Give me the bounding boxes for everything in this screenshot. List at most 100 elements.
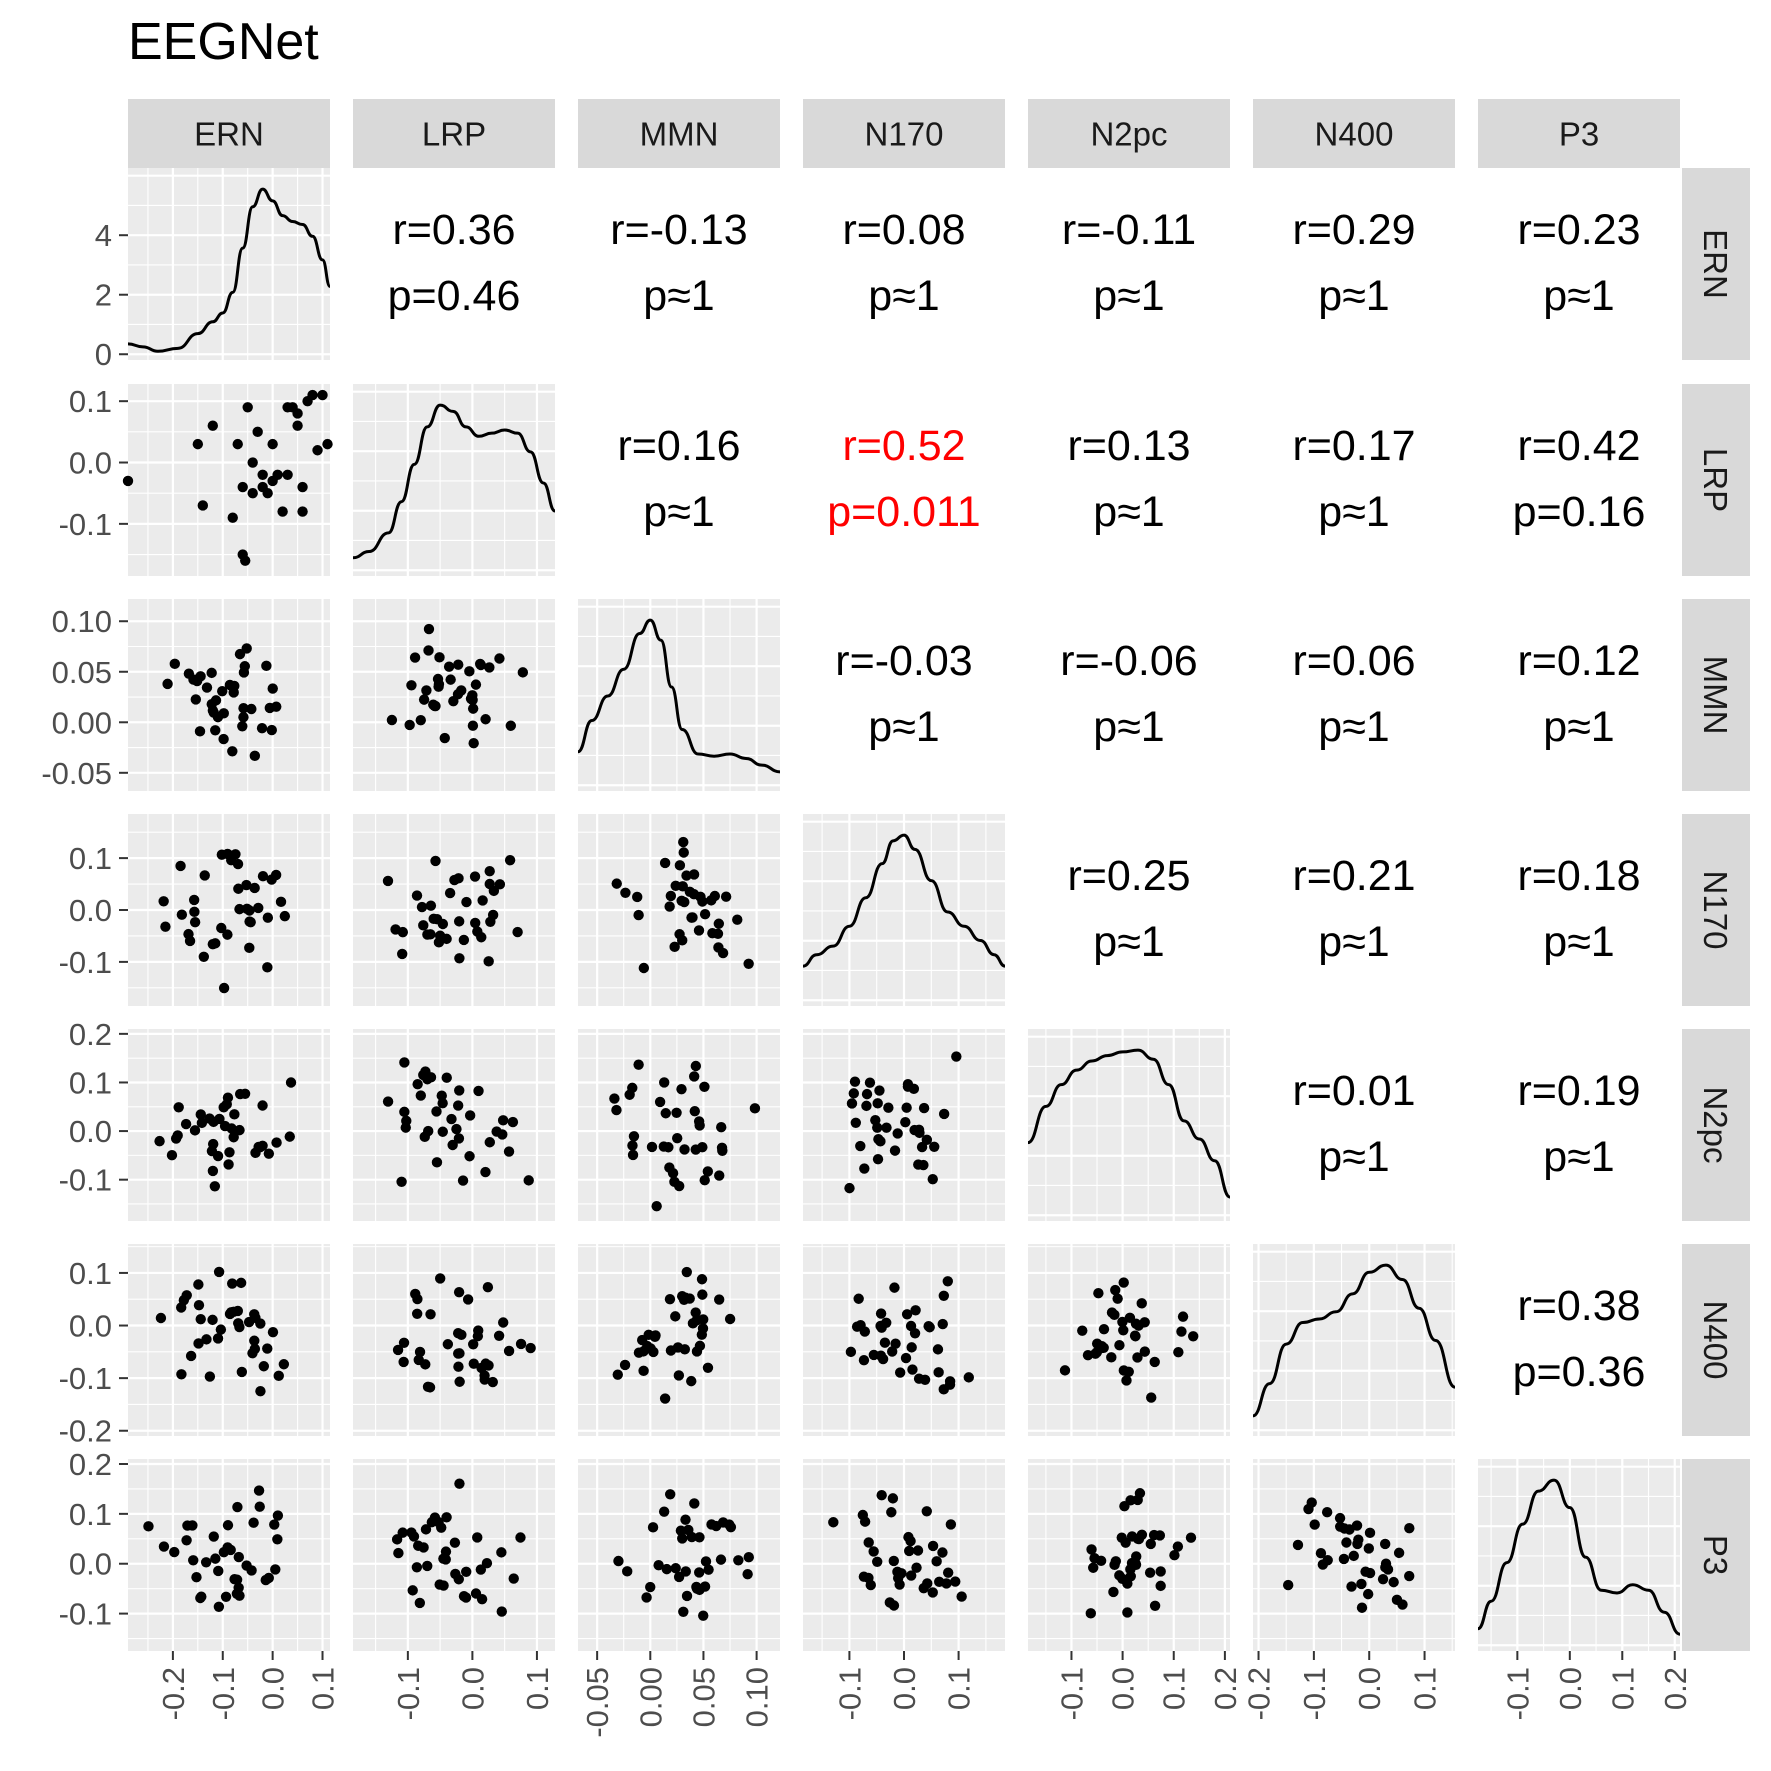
scatter-point xyxy=(391,1534,403,1545)
scatter-point xyxy=(444,887,456,899)
scatter-point xyxy=(208,1116,219,1128)
scatter-point xyxy=(678,1606,689,1617)
scatter-point xyxy=(195,1313,206,1325)
panel-n2pc-n2pc xyxy=(1027,1029,1231,1221)
scatter-point xyxy=(201,1334,212,1345)
row-strip-label: N400 xyxy=(1697,1301,1734,1380)
scatter-point xyxy=(233,1551,245,1563)
correlation-r-label: r=0.23 xyxy=(1517,206,1640,254)
scatter-point xyxy=(638,1365,649,1377)
scatter-point xyxy=(1388,1576,1399,1588)
correlation-r-label: r=0.29 xyxy=(1292,206,1415,254)
scatter-point xyxy=(475,1564,487,1575)
scatter-point xyxy=(876,1489,887,1501)
correlation-p-label: p=0.011 xyxy=(827,488,980,536)
scatter-point xyxy=(213,1565,224,1577)
correlation-p-label: p≈1 xyxy=(1318,272,1389,320)
scatter-point xyxy=(423,623,435,635)
scatter-point xyxy=(453,1133,465,1144)
scatter-point xyxy=(434,652,445,663)
panel-n2pc-ern xyxy=(128,1029,330,1221)
y-tick-label: 2 xyxy=(95,278,112,313)
scatter-point xyxy=(1362,1588,1374,1600)
scatter-point xyxy=(461,1566,472,1577)
scatter-point xyxy=(679,1144,690,1155)
scatter-point xyxy=(715,1554,727,1565)
scatter-point xyxy=(620,887,631,898)
scatter-point xyxy=(664,901,675,912)
scatter-point xyxy=(1118,1325,1129,1336)
panel-p3-p3 xyxy=(1477,1459,1681,1651)
scatter-point xyxy=(927,1173,938,1185)
scatter-point xyxy=(680,1514,691,1525)
correlation-p-label: p≈1 xyxy=(1543,272,1614,320)
scatter-point xyxy=(890,1338,901,1349)
scatter-point xyxy=(1322,1555,1333,1566)
scatter-point xyxy=(264,702,276,714)
panel-n400-n2pc xyxy=(1028,1244,1230,1436)
scatter-point xyxy=(681,1266,692,1278)
scatter-point xyxy=(436,1522,447,1533)
scatter-point xyxy=(872,1122,883,1133)
scatter-point xyxy=(484,866,495,877)
scatter-point xyxy=(688,1071,700,1082)
scatter-point xyxy=(232,1305,244,1317)
scatter-point xyxy=(950,1576,961,1587)
scatter-point xyxy=(216,849,228,860)
scatter-point xyxy=(206,698,217,710)
scatter-point xyxy=(504,854,516,866)
scatter-point xyxy=(888,1555,900,1567)
scatter-point xyxy=(473,1085,484,1097)
scatter-point xyxy=(224,1147,235,1158)
correlation-r-label: r=0.36 xyxy=(392,206,515,254)
scatter-point xyxy=(270,1564,281,1575)
scatter-point xyxy=(218,982,230,994)
correlation-p-label: p≈1 xyxy=(1543,703,1614,751)
correlation-r-label: r=0.12 xyxy=(1517,637,1640,685)
scatter-point xyxy=(733,1555,744,1566)
scatter-point xyxy=(903,1531,914,1543)
scatter-point xyxy=(408,1531,420,1542)
correlation-p-label: p≈1 xyxy=(1093,272,1164,320)
scatter-point xyxy=(648,1346,659,1358)
scatter-point xyxy=(497,1317,509,1328)
scatter-point xyxy=(937,1318,948,1330)
scatter-point xyxy=(449,1537,461,1548)
scatter-point xyxy=(440,1554,451,1565)
correlation-r-label: r=0.17 xyxy=(1292,422,1415,470)
scatter-point xyxy=(1339,1523,1350,1534)
scatter-point xyxy=(180,1118,192,1130)
scatter-point xyxy=(397,926,409,938)
scatter-point xyxy=(932,1344,944,1355)
scatter-point xyxy=(732,914,743,925)
scatter-point xyxy=(916,1141,928,1153)
scatter-point xyxy=(700,1556,712,1567)
scatter-point xyxy=(462,1294,474,1305)
scatter-point xyxy=(238,703,249,714)
x-tick-label: 0.0 xyxy=(887,1667,922,1710)
y-tick-label: 0.2 xyxy=(69,1447,112,1482)
scatter-point xyxy=(213,1266,225,1278)
scatter-point xyxy=(673,1370,685,1381)
scatter-point xyxy=(918,1102,930,1114)
scatter-point xyxy=(470,1588,482,1599)
scatter-point xyxy=(399,1106,410,1118)
y-tick-label: 0.0 xyxy=(69,1114,112,1149)
column-strip-ern xyxy=(128,99,330,168)
scatter-point xyxy=(173,1102,184,1113)
scatter-point xyxy=(271,1137,282,1148)
scatter-point xyxy=(664,1293,676,1305)
scatter-point xyxy=(1338,1553,1350,1565)
scatter-point xyxy=(651,1200,662,1212)
scatter-point xyxy=(241,879,252,891)
scatter-point xyxy=(1082,1349,1094,1361)
scatter-point xyxy=(902,1081,914,1092)
scatter-point xyxy=(249,1335,260,1346)
scatter-point xyxy=(1154,1530,1166,1541)
scatter-point xyxy=(404,719,415,731)
scatter-point xyxy=(1185,1532,1197,1543)
scatter-point xyxy=(694,1567,705,1578)
scatter-point xyxy=(431,1106,442,1117)
scatter-point xyxy=(670,1311,681,1322)
scatter-point xyxy=(480,714,491,725)
